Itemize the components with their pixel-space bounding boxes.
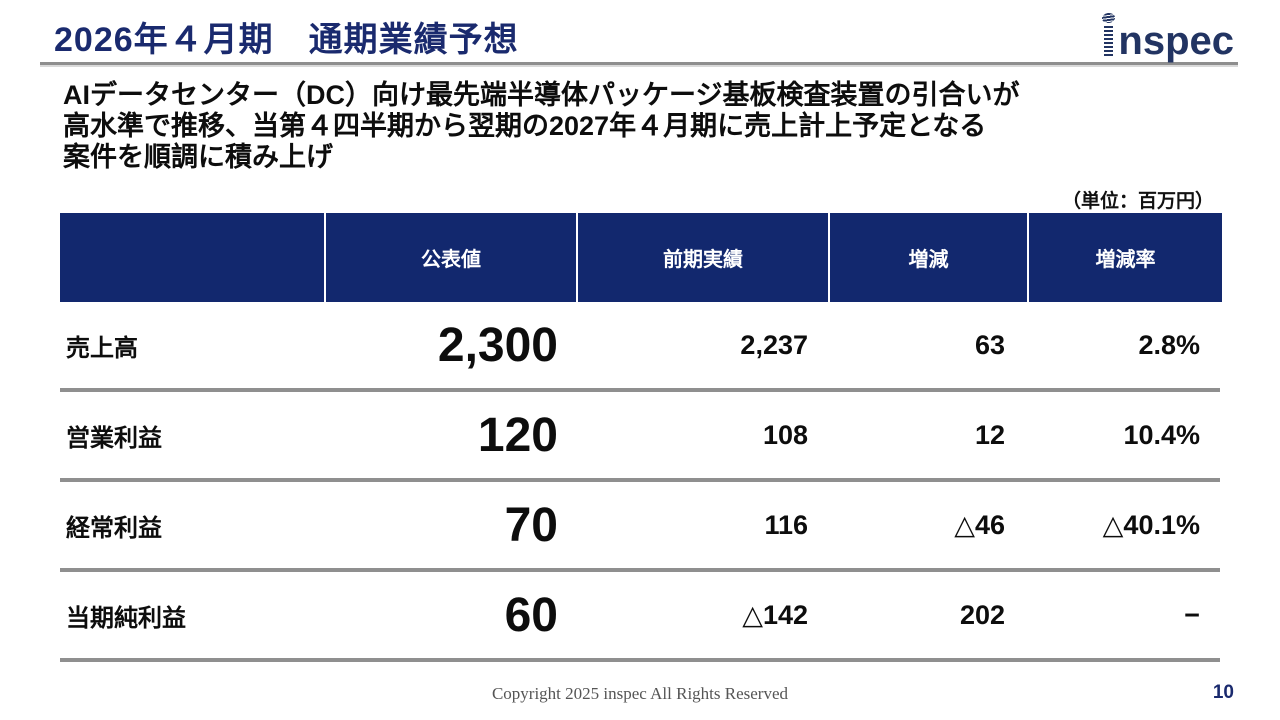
lead-paragraph: AIデータセンター（DC）向け最先端半導体パッケージ基板検査装置の引合いが 高水… — [63, 80, 1019, 173]
row-label: 売上高 — [66, 334, 138, 362]
page-number: 10 — [1212, 682, 1234, 703]
lead-line-1: AIデータセンター（DC）向け最先端半導体パッケージ基板検査装置の引合いが — [63, 80, 1020, 110]
table-row-sales: 売上高 2,300 2,237 63 2.8% — [60, 302, 1220, 392]
title-divider — [40, 62, 1238, 65]
cell-forecast: 70 — [504, 498, 558, 552]
copyright-text: Copyright 2025 inspec All Rights Reserve… — [491, 684, 789, 703]
header-cell-change: 増減 — [830, 213, 1027, 302]
table-row-operating-profit: 営業利益 120 108 12 10.4% — [60, 392, 1220, 482]
cell-forecast: 60 — [504, 588, 558, 642]
cell-forecast: 2,300 — [437, 318, 558, 372]
header-cell-previous: 前期実績 — [578, 213, 828, 302]
lead-line-2: 高水準で推移、当第４四半期から翌期の2027年４月期に売上計上予定となる — [63, 111, 987, 141]
logo-striped-i-icon — [1101, 12, 1117, 57]
cell-forecast: 120 — [477, 408, 558, 462]
header-cell-blank — [60, 213, 324, 302]
forecast-table: 公表値 前期実績 増減 増減率 売上高 2,300 2,237 63 2.8% … — [60, 213, 1222, 662]
logo-text: nspec — [1118, 19, 1234, 63]
page-title: 2026年４月期 通期業績予想 — [54, 21, 519, 59]
cell-previous: 116 — [764, 509, 808, 540]
header-cell-forecast: 公表値 — [326, 213, 576, 302]
table-header-row: 公表値 前期実績 増減 増減率 — [60, 213, 1222, 302]
cell-previous: △142 — [742, 599, 808, 630]
cell-change-rate: − — [1184, 599, 1200, 630]
lead-line-3: 案件を順調に積み上げ — [63, 142, 333, 172]
row-label: 経常利益 — [66, 514, 162, 542]
cell-change-rate: 2.8% — [1138, 329, 1200, 360]
unit-label: （単位：百万円） — [1061, 191, 1214, 212]
row-label: 営業利益 — [66, 424, 162, 452]
table-row-ordinary-profit: 経常利益 70 116 △46 △40.1% — [60, 482, 1220, 572]
cell-change: 202 — [959, 599, 1005, 630]
table-row-net-income: 当期純利益 60 △142 202 − — [60, 572, 1220, 662]
cell-previous: 2,237 — [740, 329, 808, 360]
cell-change: 63 — [974, 329, 1005, 360]
cell-change-rate: △40.1% — [1102, 509, 1200, 540]
row-label: 当期純利益 — [66, 604, 186, 632]
company-logo: nspec — [1101, 9, 1234, 63]
logo-i-dot — [1101, 12, 1117, 24]
header-cell-change-rate: 増減率 — [1029, 213, 1222, 302]
cell-change-rate: 10.4% — [1123, 419, 1200, 450]
logo-i-stem — [1104, 26, 1114, 57]
cell-previous: 108 — [762, 419, 808, 450]
cell-change: 12 — [974, 419, 1005, 450]
cell-change: △46 — [954, 509, 1005, 540]
